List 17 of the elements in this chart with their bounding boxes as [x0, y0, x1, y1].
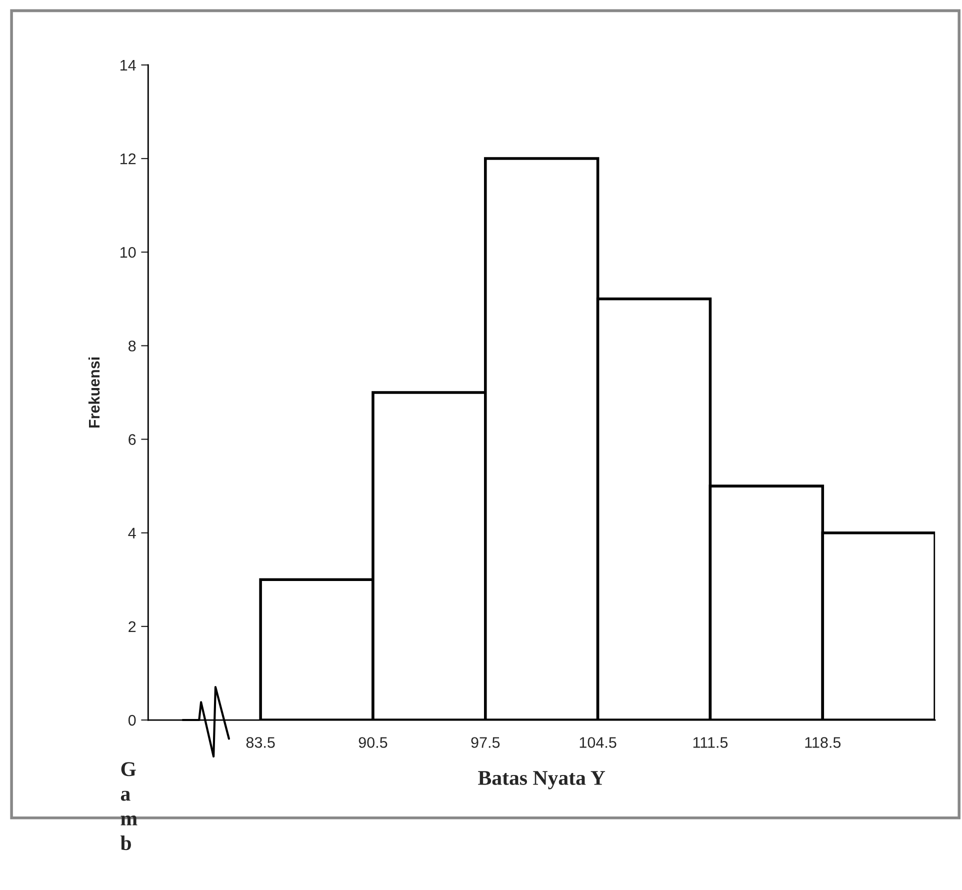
x-tick-label: 97.5 [471, 737, 500, 748]
x-tick-label: 111.5 [693, 737, 728, 748]
y-tick-label: 14 [120, 60, 136, 71]
y-tick-label: 0 [128, 714, 136, 726]
y-tick-label: 4 [128, 528, 136, 538]
y-axis-title: Frekuensi [88, 357, 100, 428]
x-axis-title: Batas Nyata Y [478, 771, 606, 790]
x-tick-label: 83.5 [246, 737, 275, 748]
y-tick-label: 10 [120, 246, 136, 258]
text: G a m b [120, 762, 138, 850]
y-tick-label: 8 [128, 340, 136, 352]
y-tick-label: 2 [128, 621, 136, 632]
x-tick-label: 90.5 [358, 737, 388, 748]
x-tick-label: 118.5 [805, 737, 841, 748]
y-tick-label: 6 [128, 434, 136, 445]
y-tick-label: 12 [120, 153, 136, 164]
x-tick-label: 104.5 [580, 737, 616, 748]
